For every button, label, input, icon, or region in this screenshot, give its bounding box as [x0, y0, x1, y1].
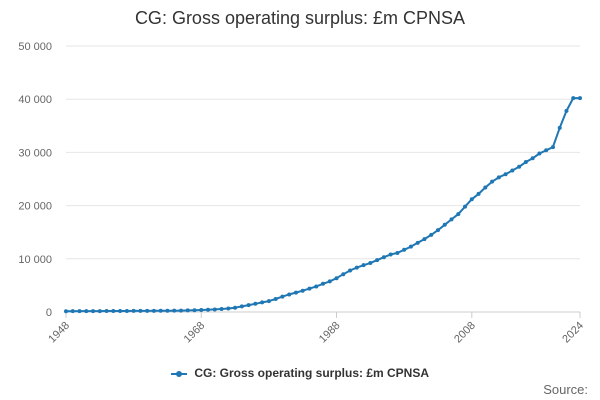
data-point[interactable] — [185, 308, 190, 313]
data-point[interactable] — [70, 309, 75, 314]
data-point[interactable] — [111, 309, 116, 314]
data-point[interactable] — [226, 306, 231, 311]
data-point[interactable] — [199, 308, 204, 313]
data-point[interactable] — [537, 151, 542, 156]
data-point[interactable] — [517, 164, 522, 169]
data-point[interactable] — [280, 294, 285, 299]
data-point[interactable] — [145, 308, 150, 313]
series-line — [66, 97, 580, 313]
data-point[interactable] — [395, 250, 400, 255]
data-point[interactable] — [388, 252, 393, 257]
y-tick-label: 0 — [46, 307, 52, 319]
data-point[interactable] — [239, 304, 244, 309]
data-point[interactable] — [91, 309, 96, 314]
data-point[interactable] — [212, 307, 217, 312]
data-point[interactable] — [456, 212, 461, 217]
x-tick-label: 1988 — [317, 320, 343, 346]
y-tick-label: 10 000 — [18, 254, 52, 266]
source-label: Source: — [543, 382, 588, 397]
x-tick-label: 1948 — [46, 320, 72, 346]
data-point[interactable] — [578, 96, 582, 101]
data-point[interactable] — [469, 197, 474, 202]
data-point[interactable] — [104, 309, 109, 314]
x-tick-label: 2008 — [452, 320, 478, 346]
data-point[interactable] — [544, 148, 549, 153]
data-point[interactable] — [368, 261, 373, 266]
data-point[interactable] — [435, 228, 440, 233]
data-point[interactable] — [381, 255, 386, 260]
data-point[interactable] — [151, 308, 156, 313]
data-point[interactable] — [77, 309, 82, 314]
y-tick-label: 40 000 — [18, 94, 52, 106]
x-tick-label: 1968 — [182, 320, 208, 346]
data-point[interactable] — [178, 308, 183, 313]
data-point[interactable] — [321, 281, 325, 286]
data-point[interactable] — [293, 290, 298, 295]
y-tick-label: 50 000 — [18, 41, 52, 53]
data-point[interactable] — [334, 276, 339, 281]
y-tick-label: 30 000 — [18, 147, 52, 159]
data-point[interactable] — [510, 168, 515, 173]
data-point[interactable] — [449, 217, 454, 222]
data-point[interactable] — [131, 308, 136, 313]
y-tick-label: 20 000 — [18, 201, 52, 213]
x-tick-label: 2024 — [560, 320, 586, 346]
data-point[interactable] — [375, 258, 380, 263]
data-point[interactable] — [550, 145, 555, 150]
data-point[interactable] — [287, 292, 292, 297]
data-point[interactable] — [158, 308, 163, 313]
data-point[interactable] — [571, 96, 576, 101]
data-point[interactable] — [442, 222, 447, 227]
data-point[interactable] — [503, 172, 508, 177]
data-point[interactable] — [314, 284, 319, 289]
data-point[interactable] — [246, 303, 251, 308]
data-point[interactable] — [483, 185, 488, 190]
data-point[interactable] — [327, 279, 332, 284]
data-point[interactable] — [84, 309, 89, 314]
data-point[interactable] — [307, 286, 312, 291]
data-point[interactable] — [192, 308, 197, 313]
data-point[interactable] — [172, 308, 177, 313]
data-point[interactable] — [415, 240, 420, 245]
data-point[interactable] — [348, 268, 353, 273]
data-point[interactable] — [206, 307, 211, 312]
data-point[interactable] — [64, 309, 68, 314]
data-point[interactable] — [564, 108, 569, 113]
data-point[interactable] — [429, 232, 434, 237]
data-point[interactable] — [496, 175, 501, 180]
data-point[interactable] — [463, 204, 468, 209]
chart-legend[interactable]: CG: Gross operating surplus: £m CPNSA — [0, 366, 600, 380]
data-point[interactable] — [530, 156, 535, 161]
data-point[interactable] — [422, 237, 427, 242]
data-point[interactable] — [253, 301, 258, 306]
data-point[interactable] — [165, 308, 170, 313]
data-point[interactable] — [266, 299, 271, 304]
data-point[interactable] — [118, 308, 123, 313]
data-point[interactable] — [219, 307, 224, 312]
legend-series-label: CG: Gross operating surplus: £m CPNSA — [194, 366, 430, 380]
legend-series-marker — [170, 370, 187, 377]
data-point[interactable] — [476, 191, 481, 196]
data-point[interactable] — [402, 247, 407, 252]
chart-title: CG: Gross operating surplus: £m CPNSA — [134, 8, 466, 28]
data-point[interactable] — [138, 308, 143, 313]
data-point[interactable] — [300, 288, 305, 293]
data-point[interactable] — [361, 263, 366, 268]
data-point[interactable] — [273, 296, 278, 301]
data-point[interactable] — [523, 159, 528, 164]
data-point[interactable] — [408, 244, 413, 249]
data-point[interactable] — [490, 179, 495, 184]
data-point[interactable] — [557, 125, 562, 130]
data-point[interactable] — [233, 305, 238, 310]
data-point[interactable] — [124, 308, 129, 313]
data-point[interactable] — [341, 272, 346, 277]
data-point[interactable] — [354, 265, 359, 270]
data-point[interactable] — [260, 300, 265, 305]
data-point[interactable] — [97, 309, 102, 314]
